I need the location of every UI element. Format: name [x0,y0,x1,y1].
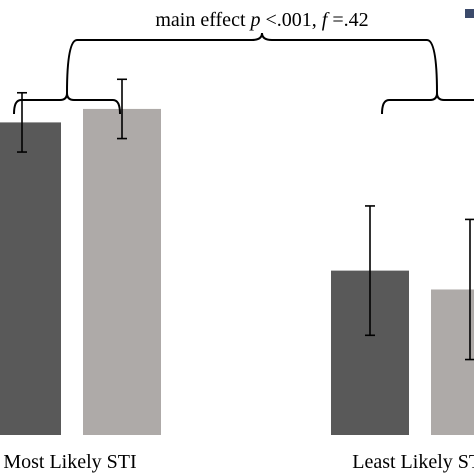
error-bars-layer [17,78,474,361]
legend-swatch [465,9,474,18]
error-bar-2-series-1 [365,205,375,337]
category-label-most-likely-sti: Most Likely STI [3,451,136,473]
main-effect-annotation: main effect p <.001, f =.42 [155,9,368,31]
category-label-least-likely-sti: Least Likely STI [352,451,474,473]
group-brace-least-likely [381,92,474,115]
main-effect-brace [66,32,438,94]
bar-2-series-2 [431,289,474,435]
bar-1-series-2 [83,108,161,435]
significance-braces [13,32,474,115]
error-bar-1-series-2 [117,78,127,140]
bars-layer [0,108,474,436]
bar-1-series-1 [0,122,61,436]
error-bar-2-series-2 [465,218,474,361]
error-bar-1-series-1 [17,91,27,153]
